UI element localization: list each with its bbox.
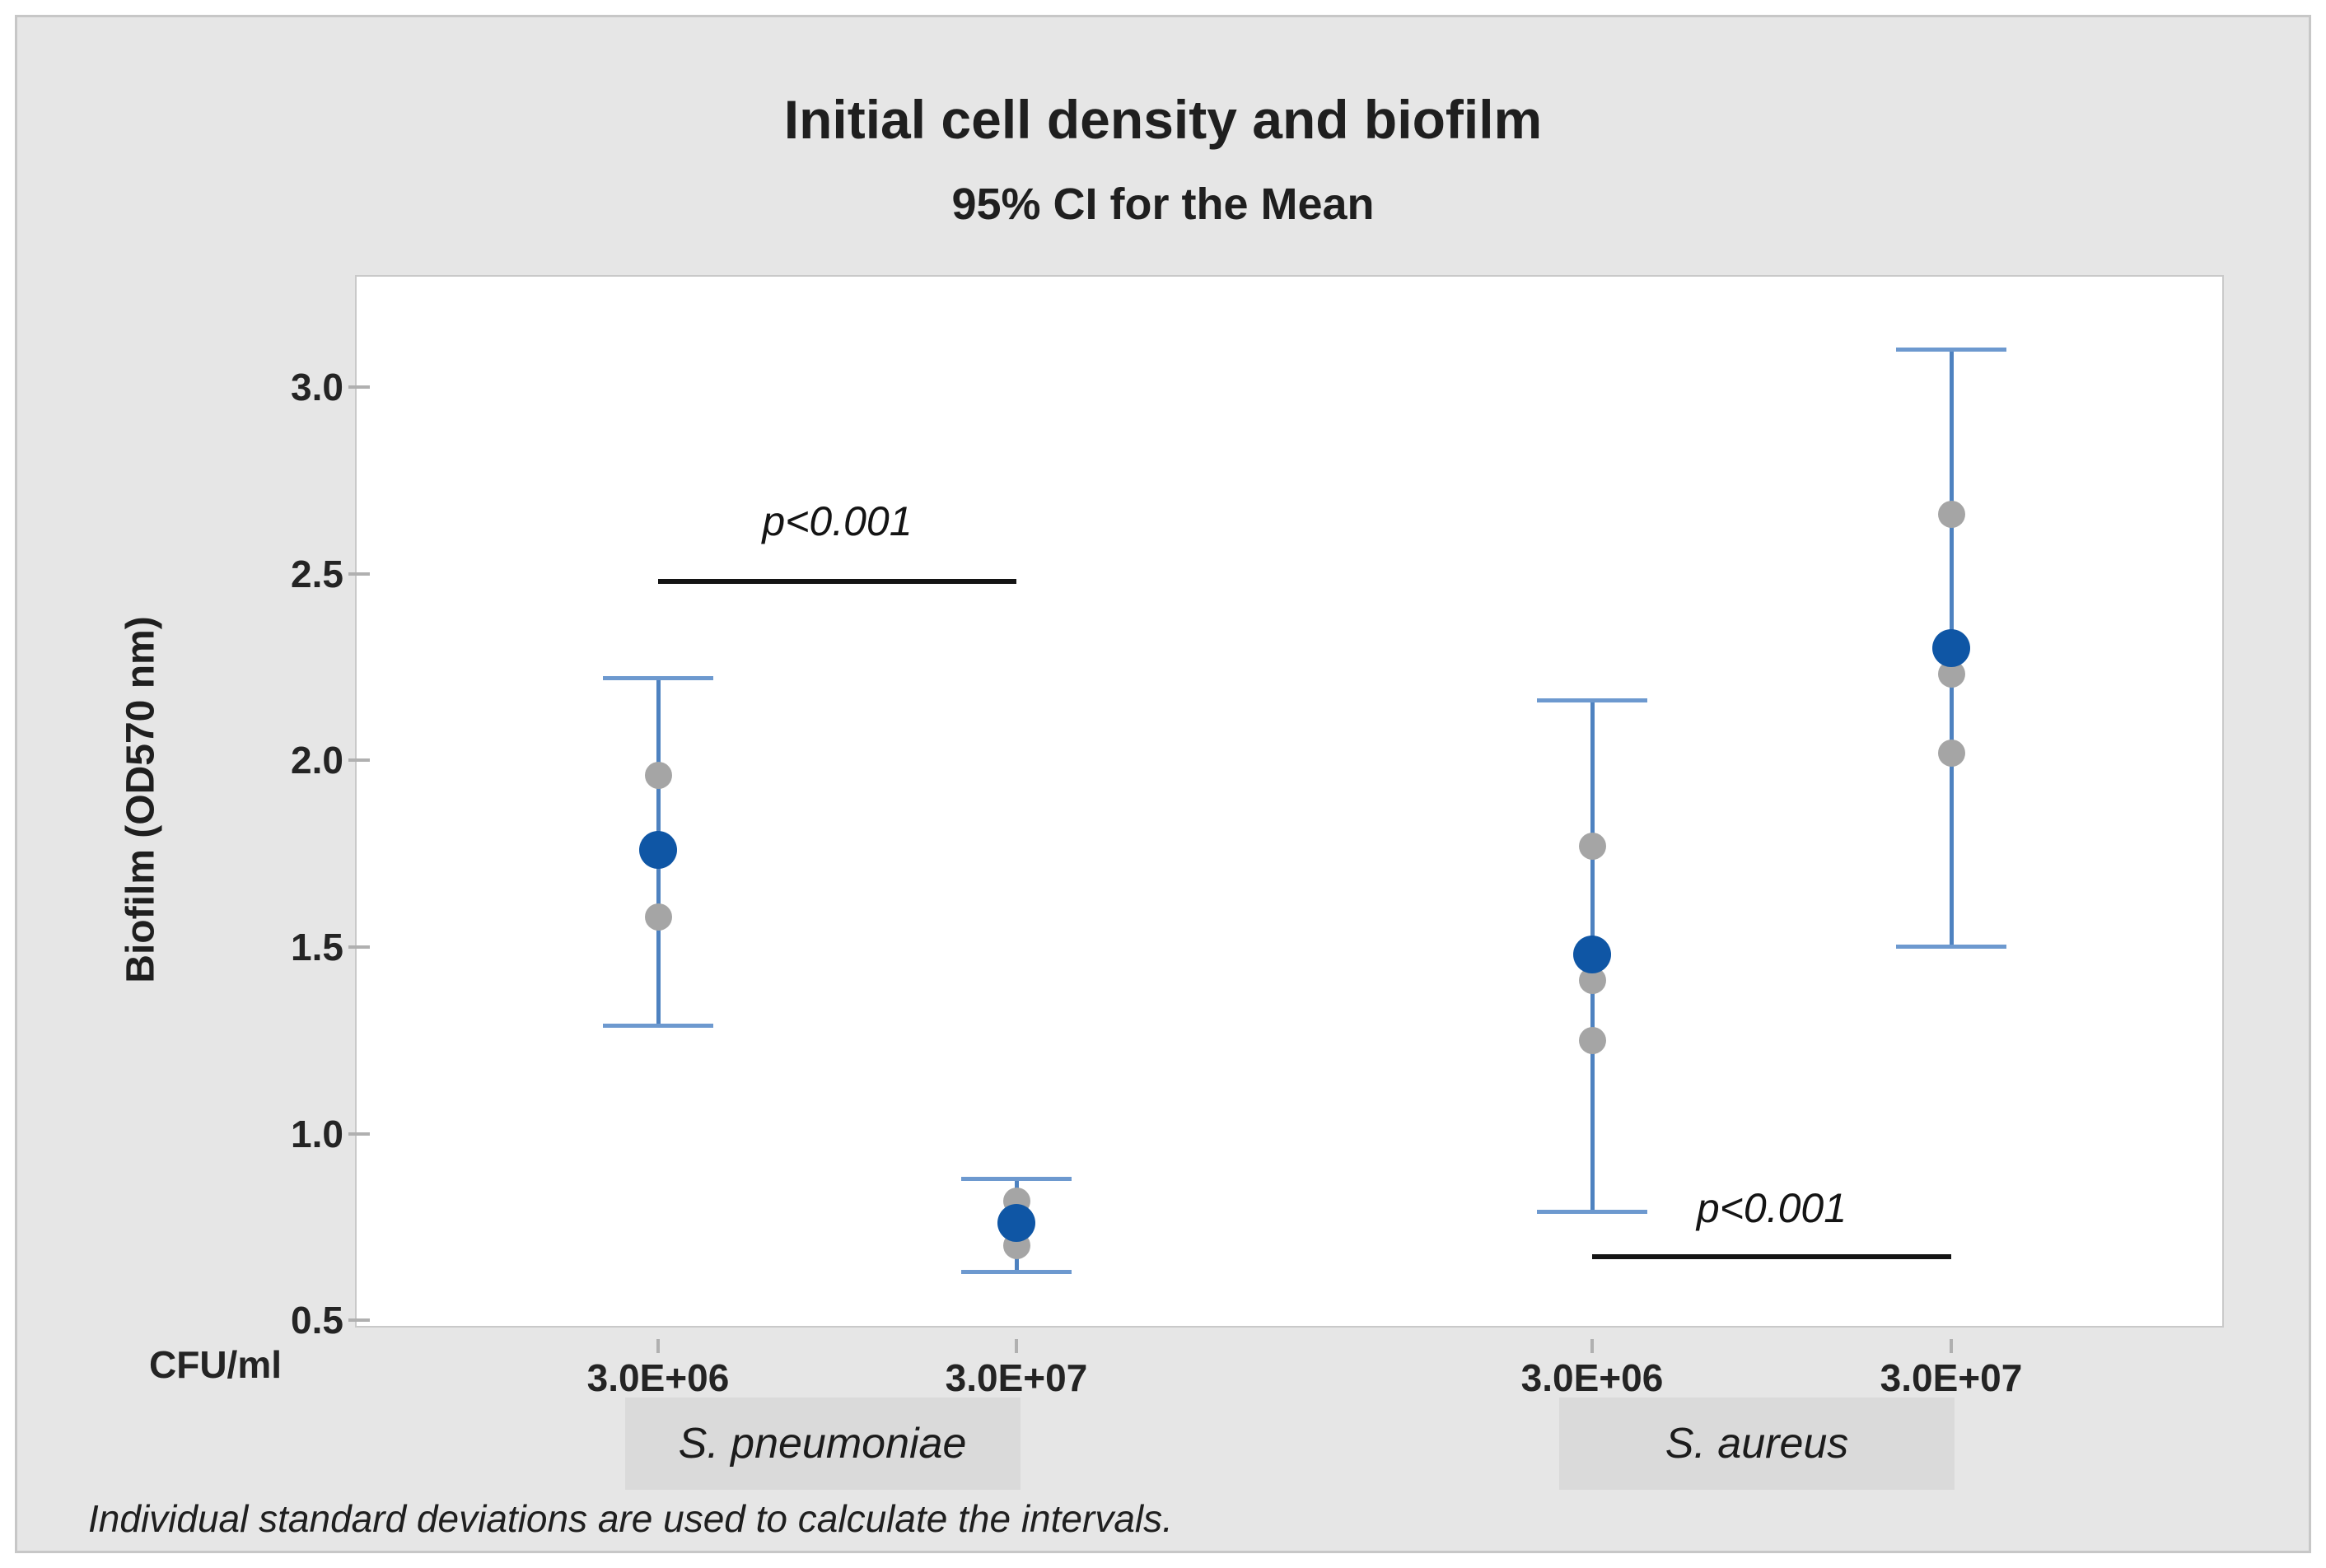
- mean-point: [1573, 936, 1611, 974]
- y-axis-tick-label: 2.5: [291, 552, 343, 595]
- group-band-label: S. aureus: [1665, 1420, 1849, 1468]
- y-axis-label: Biofilm (OD570 nm): [119, 616, 163, 983]
- ci-upper-cap: [1537, 698, 1647, 703]
- x-axis-tick-label: 3.0E+07: [945, 1356, 1088, 1399]
- x-axis-tick-label: 3.0E+07: [1880, 1356, 2023, 1399]
- x-axis-tick-label: 3.0E+06: [1520, 1356, 1664, 1399]
- ci-lower-cap: [961, 1269, 1072, 1274]
- x-axis-tick-label: 3.0E+06: [586, 1356, 730, 1399]
- ci-lower-cap: [1896, 945, 2006, 950]
- x-axis-tick: [1950, 1339, 1953, 1353]
- y-axis-tick: [348, 945, 370, 949]
- x-axis-tick: [1015, 1339, 1018, 1353]
- y-axis-tick-label: 0.5: [291, 1299, 343, 1342]
- group-band-label: S. pneumoniae: [678, 1420, 967, 1468]
- x-axis-tick: [1590, 1339, 1594, 1353]
- chart-subtitle: 95% CI for the Mean: [951, 180, 1375, 229]
- individual-data-point: [644, 903, 672, 931]
- mean-point: [997, 1204, 1035, 1243]
- y-axis-tick: [348, 572, 370, 576]
- significance-bar: [658, 578, 1016, 584]
- footnote: Individual standard deviations are used …: [88, 1497, 1173, 1540]
- y-axis-tick: [348, 1132, 370, 1136]
- ci-upper-cap: [603, 676, 713, 681]
- y-axis-tick: [348, 385, 370, 389]
- individual-data-point: [1578, 833, 1606, 861]
- individual-data-point: [1937, 500, 1965, 528]
- mean-point: [1932, 629, 1970, 668]
- significance-label: p<0.001: [762, 498, 913, 545]
- group-band-s-aureus: S. aureus: [1559, 1398, 1955, 1490]
- ci-lower-cap: [603, 1023, 713, 1028]
- y-axis-tick: [348, 1318, 370, 1323]
- individual-data-point: [1578, 1026, 1606, 1054]
- y-axis-tick-label: 3.0: [291, 365, 343, 408]
- individual-data-point: [1937, 739, 1965, 767]
- x-axis-unit-label: CFU/ml: [149, 1343, 282, 1386]
- chart-title: Initial cell density and biofilm: [783, 89, 1543, 150]
- ci-lower-cap: [1537, 1210, 1647, 1215]
- plot-area: [355, 275, 2224, 1328]
- y-axis-tick: [348, 758, 370, 763]
- ci-upper-cap: [1896, 348, 2006, 352]
- chart-canvas: Initial cell density and biofilm 95% CI …: [15, 15, 2311, 1553]
- mean-point: [639, 831, 677, 870]
- y-axis-tick-label: 2.0: [291, 739, 343, 782]
- significance-bar: [1592, 1254, 1951, 1260]
- group-band-s-pneumoniae: S. pneumoniae: [624, 1398, 1021, 1490]
- ci-upper-cap: [961, 1176, 1072, 1181]
- x-axis-tick: [656, 1339, 660, 1353]
- individual-data-point: [644, 761, 672, 789]
- y-axis-tick-label: 1.0: [291, 1112, 343, 1155]
- y-axis-tick-label: 1.5: [291, 925, 343, 968]
- significance-label: p<0.001: [1696, 1185, 1847, 1232]
